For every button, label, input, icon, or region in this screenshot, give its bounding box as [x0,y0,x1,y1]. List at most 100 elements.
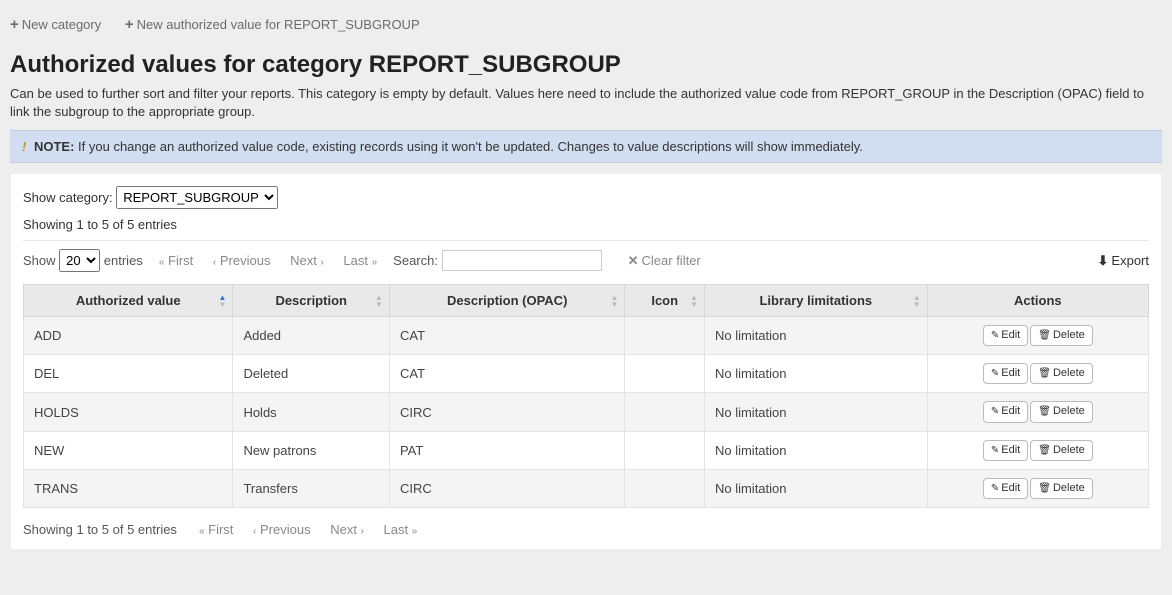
delete-button[interactable]: 🗑Delete [1030,401,1093,422]
first-page[interactable]: « First [199,522,233,537]
delete-button[interactable]: 🗑Delete [1030,440,1093,461]
previous-page[interactable]: ‹ Previous [253,522,311,537]
next-page[interactable]: Next › [330,522,364,537]
cell-icon [625,431,705,469]
page-title: Authorized values for category REPORT_SU… [10,51,1162,79]
cell-description: New patrons [233,431,390,469]
trash-icon: 🗑 [1038,445,1051,456]
trash-icon: 🗑 [1038,406,1051,417]
edit-button[interactable]: ✎Edit [983,363,1028,384]
col-actions: Actions [927,285,1148,317]
search-label: Search: [393,253,438,268]
datatable-controls-top: Show 20 entries « First ‹ Previous Next … [23,249,1149,272]
toolbar: +New category +New authorized value for … [10,10,1162,39]
delete-button[interactable]: 🗑Delete [1030,363,1093,384]
show-label: Show [23,253,56,268]
cell-library-limitations: No limitation [704,431,927,469]
cell-description: Deleted [233,355,390,393]
note-banner: ! NOTE: If you change an authorized valu… [10,130,1162,163]
last-page[interactable]: Last » [384,522,418,537]
chevron-next-icon: › [320,257,323,268]
exclamation-icon: ! [22,139,26,154]
cell-actions: ✎Edit🗑Delete [927,393,1148,431]
table-row: TRANSTransfersCIRCNo limitation✎Edit🗑Del… [24,469,1149,507]
note-text: If you change an authorized value code, … [78,139,863,154]
col-library-limitations[interactable]: Library limitations ▲▼ [704,285,927,317]
pencil-icon: ✎ [991,330,999,341]
page-size-select[interactable]: 20 [59,249,100,272]
datatable-controls-bottom: Showing 1 to 5 of 5 entries « First ‹ Pr… [23,522,1149,537]
entries-info-top: Showing 1 to 5 of 5 entries [23,217,1149,232]
delete-button[interactable]: 🗑Delete [1030,478,1093,499]
pencil-icon: ✎ [991,406,999,417]
sort-icon: ▲▼ [611,294,619,308]
search-input[interactable] [442,250,602,271]
last-page[interactable]: Last » [343,253,377,268]
trash-icon: 🗑 [1038,368,1051,379]
chevron-last-icon: » [372,257,378,268]
clear-filter-link[interactable]: ✕Clear filter [628,253,701,269]
sort-icon: ▲▼ [375,294,383,308]
new-category-link[interactable]: +New category [10,17,101,32]
cell-authorized-value: TRANS [24,469,233,507]
chevron-prev-icon: ‹ [253,526,256,537]
cell-library-limitations: No limitation [704,393,927,431]
plus-icon: + [10,16,19,33]
cell-description: Holds [233,393,390,431]
chevron-prev-icon: ‹ [213,257,216,268]
chevron-first-icon: « [199,526,205,537]
chevron-last-icon: » [412,526,418,537]
sort-icon: ▲▼ [219,294,227,308]
pencil-icon: ✎ [991,483,999,494]
cell-description-opac: CIRC [389,393,625,431]
trash-icon: 🗑 [1038,483,1051,494]
previous-page[interactable]: ‹ Previous [213,253,271,268]
chevron-first-icon: « [159,257,165,268]
sort-icon: ▲▼ [690,294,698,308]
pencil-icon: ✎ [991,368,999,379]
main-panel: Show category: REPORT_SUBGROUP Showing 1… [10,173,1162,550]
cell-library-limitations: No limitation [704,317,927,355]
close-icon: ✕ [628,253,639,268]
pager-top: « First ‹ Previous Next › Last » [151,253,385,268]
first-page[interactable]: « First [159,253,193,268]
cell-authorized-value: DEL [24,355,233,393]
edit-button[interactable]: ✎Edit [983,325,1028,346]
cell-icon [625,317,705,355]
cell-description: Added [233,317,390,355]
edit-button[interactable]: ✎Edit [983,401,1028,422]
col-description-opac[interactable]: Description (OPAC) ▲▼ [389,285,625,317]
col-icon[interactable]: Icon ▲▼ [625,285,705,317]
cell-actions: ✎Edit🗑Delete [927,431,1148,469]
table-row: NEWNew patronsPATNo limitation✎Edit🗑Dele… [24,431,1149,469]
cell-actions: ✎Edit🗑Delete [927,317,1148,355]
edit-button[interactable]: ✎Edit [983,478,1028,499]
col-description[interactable]: Description ▲▼ [233,285,390,317]
delete-button[interactable]: 🗑Delete [1030,325,1093,346]
col-authorized-value[interactable]: Authorized value ▲▼ [24,285,233,317]
note-label: NOTE: [34,139,74,154]
edit-button[interactable]: ✎Edit [983,440,1028,461]
cell-description-opac: CAT [389,317,625,355]
cell-library-limitations: No limitation [704,469,927,507]
category-filter: Show category: REPORT_SUBGROUP [23,186,1149,209]
cell-icon [625,393,705,431]
next-page[interactable]: Next › [290,253,324,268]
pager-bottom: « First ‹ Previous Next › Last » [191,522,425,537]
cell-authorized-value: ADD [24,317,233,355]
new-authorized-value-link[interactable]: +New authorized value for REPORT_SUBGROU… [125,17,420,32]
cell-authorized-value: NEW [24,431,233,469]
entries-label: entries [104,253,143,268]
cell-icon [625,469,705,507]
sort-icon: ▲▼ [913,294,921,308]
authorized-values-table: Authorized value ▲▼ Description ▲▼ Descr… [23,284,1149,508]
category-select[interactable]: REPORT_SUBGROUP [116,186,278,209]
export-button[interactable]: ⬇Export [1098,253,1149,269]
cell-description-opac: PAT [389,431,625,469]
download-icon: ⬇ [1098,253,1109,268]
table-row: DELDeletedCATNo limitation✎Edit🗑Delete [24,355,1149,393]
divider [23,240,1149,241]
chevron-next-icon: › [361,526,364,537]
cell-library-limitations: No limitation [704,355,927,393]
pencil-icon: ✎ [991,445,999,456]
